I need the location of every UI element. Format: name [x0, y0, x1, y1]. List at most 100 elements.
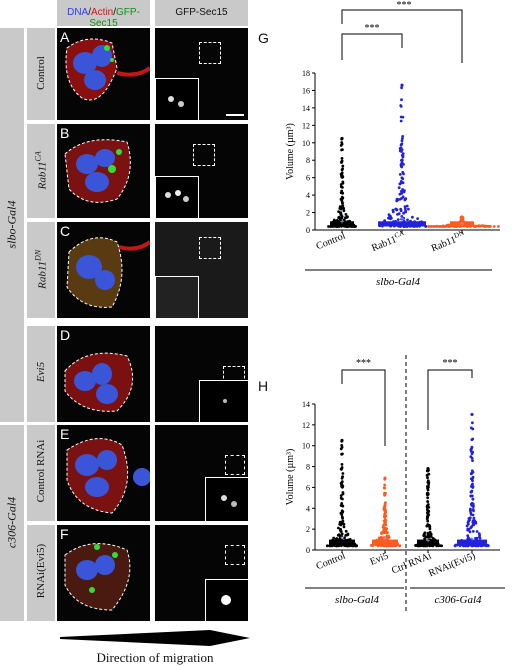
- data-point: [436, 225, 440, 228]
- gfp-panel-d: [155, 326, 248, 422]
- data-point: [433, 225, 436, 228]
- data-point: [403, 198, 407, 202]
- data-point: [340, 502, 344, 505]
- y-tick-label: 14: [302, 104, 310, 113]
- gfp-inset-c: [155, 276, 199, 318]
- data-point: [398, 149, 402, 153]
- data-point: [340, 444, 344, 447]
- data-point: [400, 98, 403, 102]
- dense-base: [330, 221, 354, 227]
- data-point: [398, 544, 402, 548]
- data-point: [402, 163, 405, 166]
- data-point: [402, 190, 406, 194]
- data-point: [340, 513, 344, 517]
- data-point: [400, 159, 403, 162]
- data-point: [385, 536, 389, 540]
- data-point: [325, 544, 329, 548]
- violin-3: +: [453, 412, 490, 548]
- data-point: [341, 519, 345, 523]
- data-point: [482, 224, 486, 228]
- header-bar-right: [155, 0, 248, 26]
- data-point: [340, 534, 344, 538]
- data-point: [429, 225, 433, 228]
- data-point: [385, 531, 389, 535]
- data-point: [383, 528, 387, 532]
- data-point: [340, 463, 344, 466]
- max-point: [426, 467, 430, 471]
- data-point: [497, 225, 500, 228]
- sig-stars-1: ***: [356, 358, 371, 369]
- data-point: [340, 476, 344, 480]
- row-label-f: RNAi(Evi5): [35, 543, 47, 599]
- data-point: [492, 225, 496, 228]
- violin-1: +: [369, 476, 402, 548]
- data-point: [426, 481, 430, 484]
- data-point: [341, 492, 345, 496]
- data-point: [341, 204, 345, 208]
- data-point: [478, 534, 481, 537]
- y-tick-label: 6: [306, 483, 310, 492]
- max-point: [340, 438, 344, 443]
- data-point: [337, 526, 340, 530]
- panel-letter-e: E: [60, 426, 70, 442]
- data-point: [427, 535, 431, 539]
- data-point: [400, 217, 403, 221]
- data-point: [340, 532, 344, 536]
- data-point: [405, 204, 409, 208]
- data-point: [400, 86, 403, 90]
- data-point: [340, 141, 344, 144]
- data-point: [470, 503, 474, 507]
- group-label-2: c306-Gal4: [434, 594, 482, 606]
- row-bar-e: [27, 425, 55, 521]
- group-label-slbo: slbo-Gal4: [4, 200, 19, 249]
- sig-bracket-2: [341, 33, 403, 60]
- data-point: [469, 509, 472, 512]
- data-point: [340, 168, 344, 172]
- gfp-roi-e: [225, 455, 245, 475]
- row-label-e: Control RNAi: [35, 439, 47, 503]
- data-point: [428, 527, 432, 531]
- data-point: [341, 452, 344, 456]
- sig-stars-2: ***: [443, 358, 458, 369]
- row-label-c-main: Rab11: [36, 260, 49, 289]
- data-point: [340, 466, 344, 469]
- data-point: [340, 191, 344, 195]
- y-tick-label: 8: [306, 463, 310, 472]
- data-point: [471, 521, 475, 524]
- dense-base: [417, 539, 439, 546]
- x-tick-label: Ctrl RNAi: [390, 551, 433, 577]
- data-point: [468, 530, 472, 534]
- row-bar-b: [27, 124, 55, 218]
- data-point: [400, 192, 404, 195]
- data-point: [427, 225, 431, 228]
- group-label-c306: c306-Gal4: [4, 496, 19, 549]
- data-point: [471, 421, 474, 425]
- data-point: [346, 533, 350, 537]
- y-tick-label: 18: [302, 69, 310, 78]
- data-point: [369, 544, 373, 547]
- data-point: [470, 445, 474, 449]
- data-point: [342, 522, 346, 526]
- x-tick-label: Control: [315, 551, 348, 573]
- row-label-b: Rab11CA: [34, 140, 49, 200]
- data-point: [340, 159, 344, 163]
- data-point: [345, 215, 349, 219]
- data-point: [407, 207, 410, 211]
- data-point: [477, 224, 481, 228]
- merge-panel-f: F: [57, 525, 150, 621]
- data-point: [469, 449, 473, 453]
- data-point: [470, 438, 474, 442]
- data-point: [380, 532, 383, 535]
- max-point: [470, 412, 474, 417]
- merge-image-c: [66, 237, 150, 308]
- scale-bar: [226, 114, 244, 116]
- merge-image-d: [64, 352, 134, 412]
- data-point: [471, 530, 475, 533]
- data-point: [425, 508, 429, 512]
- data-point: [427, 472, 431, 476]
- gfp-roi-b: [193, 144, 215, 166]
- group-label-1: slbo-Gal4: [335, 594, 380, 606]
- data-point: [444, 225, 448, 228]
- data-point: [396, 213, 399, 216]
- row-bar-d: [27, 326, 55, 422]
